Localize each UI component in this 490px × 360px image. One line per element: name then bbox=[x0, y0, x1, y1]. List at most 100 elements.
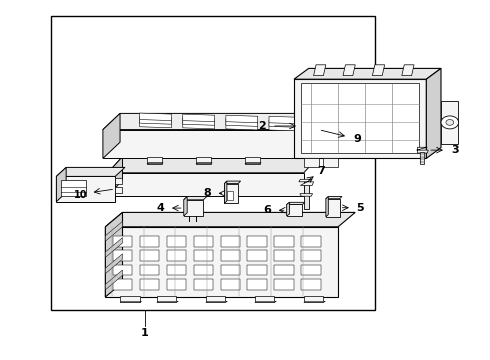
Polygon shape bbox=[103, 130, 314, 158]
Polygon shape bbox=[103, 113, 331, 130]
Polygon shape bbox=[105, 227, 338, 297]
Polygon shape bbox=[326, 197, 328, 217]
Polygon shape bbox=[120, 301, 142, 302]
Polygon shape bbox=[287, 202, 290, 216]
Polygon shape bbox=[140, 236, 159, 247]
Polygon shape bbox=[300, 194, 313, 196]
Polygon shape bbox=[274, 236, 294, 247]
Polygon shape bbox=[140, 265, 159, 275]
Polygon shape bbox=[105, 212, 122, 297]
Polygon shape bbox=[220, 279, 240, 290]
Polygon shape bbox=[194, 236, 213, 247]
Polygon shape bbox=[61, 180, 86, 196]
Text: 2: 2 bbox=[258, 121, 266, 131]
Polygon shape bbox=[226, 119, 258, 126]
Polygon shape bbox=[227, 191, 233, 200]
Polygon shape bbox=[224, 184, 238, 203]
Text: 10: 10 bbox=[74, 190, 88, 200]
Circle shape bbox=[446, 120, 454, 125]
Polygon shape bbox=[224, 181, 227, 203]
Polygon shape bbox=[113, 279, 132, 290]
Polygon shape bbox=[56, 176, 115, 202]
Polygon shape bbox=[294, 68, 441, 79]
Polygon shape bbox=[269, 123, 301, 131]
Polygon shape bbox=[304, 301, 325, 302]
Polygon shape bbox=[226, 122, 258, 130]
Polygon shape bbox=[301, 236, 321, 247]
Polygon shape bbox=[301, 250, 321, 261]
Polygon shape bbox=[183, 118, 215, 125]
Polygon shape bbox=[206, 301, 227, 302]
Polygon shape bbox=[224, 181, 241, 184]
Polygon shape bbox=[105, 254, 122, 274]
Polygon shape bbox=[326, 199, 340, 217]
Polygon shape bbox=[194, 279, 213, 290]
Polygon shape bbox=[287, 202, 305, 204]
Polygon shape bbox=[183, 121, 215, 129]
Polygon shape bbox=[194, 265, 213, 275]
Polygon shape bbox=[167, 250, 186, 261]
Polygon shape bbox=[157, 301, 178, 302]
Polygon shape bbox=[220, 250, 240, 261]
Polygon shape bbox=[314, 65, 326, 76]
Polygon shape bbox=[108, 157, 318, 173]
Polygon shape bbox=[184, 200, 203, 216]
Polygon shape bbox=[287, 204, 302, 216]
Polygon shape bbox=[426, 68, 441, 158]
Polygon shape bbox=[113, 265, 132, 275]
Polygon shape bbox=[147, 163, 163, 164]
Bar bbox=[51, 16, 375, 310]
Polygon shape bbox=[269, 116, 301, 124]
Polygon shape bbox=[105, 221, 122, 241]
Polygon shape bbox=[274, 265, 294, 275]
Polygon shape bbox=[115, 187, 122, 193]
Polygon shape bbox=[113, 236, 132, 247]
Polygon shape bbox=[184, 197, 187, 216]
Polygon shape bbox=[140, 117, 171, 124]
Polygon shape bbox=[105, 238, 122, 257]
Text: 1: 1 bbox=[141, 328, 148, 338]
Polygon shape bbox=[206, 296, 225, 302]
Polygon shape bbox=[255, 301, 276, 302]
Polygon shape bbox=[105, 212, 355, 227]
Polygon shape bbox=[247, 279, 267, 290]
Polygon shape bbox=[196, 163, 212, 164]
Polygon shape bbox=[269, 120, 301, 127]
Polygon shape bbox=[416, 147, 428, 153]
Polygon shape bbox=[247, 250, 267, 261]
Polygon shape bbox=[255, 296, 274, 302]
Polygon shape bbox=[105, 270, 122, 290]
Polygon shape bbox=[420, 152, 424, 164]
Polygon shape bbox=[301, 265, 321, 275]
Text: 8: 8 bbox=[203, 188, 211, 198]
Polygon shape bbox=[115, 178, 122, 184]
Polygon shape bbox=[372, 65, 385, 76]
Text: 5: 5 bbox=[356, 203, 364, 213]
Text: 3: 3 bbox=[451, 145, 459, 155]
Polygon shape bbox=[140, 113, 171, 121]
Text: 6: 6 bbox=[264, 205, 271, 215]
Polygon shape bbox=[103, 113, 120, 158]
Polygon shape bbox=[140, 250, 159, 261]
Polygon shape bbox=[301, 279, 321, 290]
Polygon shape bbox=[108, 173, 304, 196]
Polygon shape bbox=[220, 265, 240, 275]
Polygon shape bbox=[167, 279, 186, 290]
Text: 4: 4 bbox=[157, 203, 165, 213]
Polygon shape bbox=[299, 179, 314, 185]
Polygon shape bbox=[194, 250, 213, 261]
Polygon shape bbox=[184, 197, 207, 200]
Polygon shape bbox=[323, 158, 338, 167]
Polygon shape bbox=[196, 157, 211, 164]
Polygon shape bbox=[304, 184, 309, 209]
Polygon shape bbox=[247, 236, 267, 247]
Text: 9: 9 bbox=[354, 134, 362, 144]
Polygon shape bbox=[274, 279, 294, 290]
Polygon shape bbox=[220, 236, 240, 247]
Polygon shape bbox=[113, 250, 132, 261]
Polygon shape bbox=[441, 101, 458, 144]
Polygon shape bbox=[294, 79, 426, 158]
Polygon shape bbox=[140, 279, 159, 290]
Polygon shape bbox=[56, 167, 125, 176]
Polygon shape bbox=[402, 65, 414, 76]
